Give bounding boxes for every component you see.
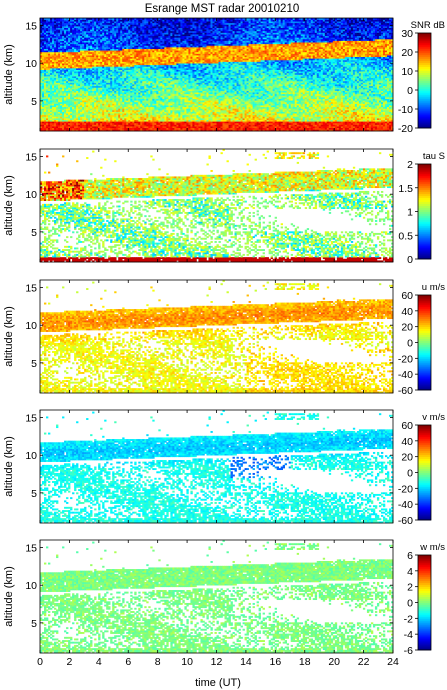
figure-title: Esrange MST radar 20010210: [145, 3, 300, 15]
x-axis-label: time (UT): [195, 677, 241, 689]
heatmap-cells-snr: [40, 18, 393, 131]
